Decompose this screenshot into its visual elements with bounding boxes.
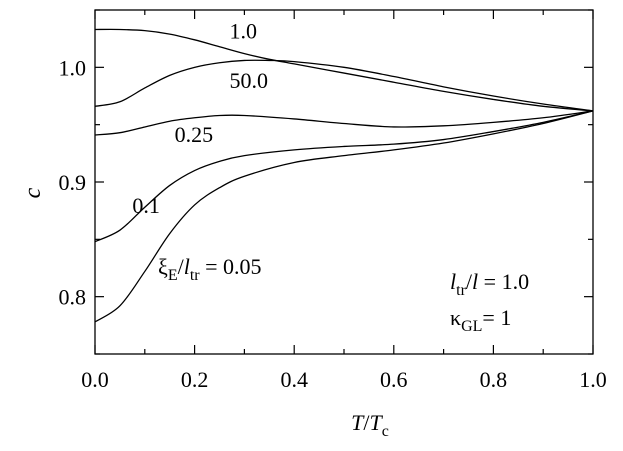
curve-0 (94, 110, 594, 323)
curves (94, 28, 594, 323)
xi-ratio-label: ξE/ltr = 0.05 (158, 254, 262, 284)
x-tick-label: 1.0 (579, 367, 607, 392)
y-tick-label: 0.8 (59, 285, 87, 310)
y-tick-label: 1.0 (59, 55, 87, 80)
curve-4 (94, 59, 594, 112)
x-tick-label: 0.4 (280, 367, 308, 392)
y-tick-label: 0.9 (59, 170, 87, 195)
curve-labels: 1.0 50.0 0.25 0.1 (132, 19, 268, 218)
curve-label: 0.1 (132, 193, 160, 218)
axis-ticks (94, 9, 594, 355)
x-tick-label: 0.0 (81, 367, 109, 392)
curve-label: 1.0 (229, 19, 257, 44)
tick-labels: 0.0 0.2 0.4 0.6 0.8 1.0 0.8 0.9 1.0 (59, 55, 607, 392)
kappa-label: κGL= 1 (450, 305, 511, 335)
x-tick-label: 0.8 (480, 367, 508, 392)
curve-label: 50.0 (229, 68, 268, 93)
curve-label: 0.25 (175, 122, 214, 147)
x-tick-label: 0.6 (380, 367, 408, 392)
ltr-ratio-label: ltr/l = 1.0 (450, 269, 529, 299)
y-axis-title: c (20, 187, 46, 198)
x-axis-title: T/Tc (351, 410, 389, 440)
curve-3 (94, 28, 594, 112)
curve-2 (94, 110, 594, 136)
x-tick-label: 0.2 (181, 367, 209, 392)
plot-frame (94, 9, 594, 355)
curve-1 (94, 110, 594, 243)
